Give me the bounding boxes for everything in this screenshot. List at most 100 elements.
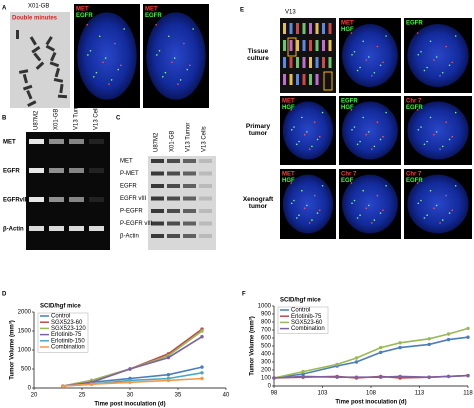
signal-dot [351, 202, 353, 205]
row-label: EGFRvIII [3, 198, 28, 204]
chromosome [22, 73, 29, 84]
data-point [427, 342, 431, 347]
data-point [200, 371, 204, 375]
row-label: P-EGFR [120, 209, 143, 215]
signal-dot [433, 59, 435, 61]
data-point [466, 326, 470, 331]
x-tick-label: 113 [415, 391, 425, 397]
chromosome [289, 23, 293, 34]
data-point [398, 341, 402, 345]
y-tick-label: 900 [261, 312, 272, 318]
chromosome [59, 83, 64, 94]
image-label: EGF [341, 178, 354, 184]
highlight-box [287, 37, 297, 57]
legend-label: Control [291, 308, 310, 314]
signal-dot [86, 24, 88, 26]
signal-dot [104, 57, 107, 59]
signal-dot [296, 143, 298, 146]
signal-dot [356, 143, 359, 146]
chromosome [18, 69, 29, 74]
blot-band [199, 184, 212, 188]
row-label: MET [3, 140, 16, 146]
chromosome [289, 74, 293, 85]
signal-dot [448, 64, 451, 67]
signal-dot [189, 64, 191, 67]
gel-band [69, 168, 84, 173]
signal-dot [441, 145, 444, 148]
legend-label: SGX523-60 [291, 320, 323, 326]
y-tick-label: 0 [28, 386, 32, 392]
signal-dot [371, 148, 373, 150]
signal-dot [120, 64, 122, 67]
x-tick-label: 108 [366, 391, 377, 397]
annotation: Double minutes [12, 16, 58, 22]
blot-band [167, 221, 180, 226]
gel-band [89, 168, 104, 173]
data-point [128, 367, 132, 371]
image-label: HGF [341, 27, 354, 33]
signal-dot [351, 53, 353, 56]
signal-dot [445, 45, 447, 48]
signal-dot [306, 131, 308, 133]
signal-dot [353, 50, 356, 53]
data-point [446, 332, 451, 336]
blot-band [183, 159, 196, 163]
image-label: EGFR [76, 13, 93, 19]
y-tick-label: 500 [261, 344, 272, 350]
chromosome [45, 44, 56, 52]
chromosome [53, 77, 64, 83]
chromosome [54, 67, 61, 78]
gel [26, 132, 110, 250]
chromosome [309, 23, 312, 34]
chromosome [283, 57, 286, 68]
nucleus [407, 24, 469, 87]
signal-dot [321, 111, 324, 114]
legend-label: Control [51, 314, 70, 320]
chromosome [33, 52, 42, 62]
nucleus [342, 101, 398, 160]
blot-band [151, 209, 164, 213]
signal-dot [382, 61, 384, 64]
row-label: EGFR [120, 184, 137, 190]
row-label: MET [120, 159, 133, 165]
y-tick-label: 700 [261, 328, 272, 334]
signal-dot [179, 79, 182, 81]
blot-band [183, 209, 196, 213]
signal-dot [311, 219, 313, 221]
image-label: MET [341, 21, 354, 27]
signal-dot [373, 145, 376, 148]
nucleus [407, 101, 469, 160]
chromosome [35, 61, 45, 70]
signal-dot [365, 59, 368, 61]
signal-dot [87, 54, 89, 56]
chromosome [328, 23, 332, 34]
nucleus [407, 174, 469, 234]
chromosome [309, 40, 312, 51]
data-point [446, 337, 451, 342]
data-point [272, 376, 276, 380]
blot-band [199, 221, 212, 226]
nucleus [342, 174, 398, 234]
signal-dot [318, 209, 321, 212]
signal-dot [417, 53, 420, 56]
image-label: MET [282, 99, 295, 105]
signal-dot [416, 109, 419, 111]
gel-band [69, 139, 84, 144]
data-point [427, 337, 431, 341]
signal-dot [162, 76, 164, 78]
chromosome [309, 57, 312, 68]
x-tick-label: 20 [31, 393, 38, 399]
signal-dot [356, 217, 359, 219]
blot-band [199, 159, 212, 163]
y-tick-label: 2000 [18, 310, 32, 316]
blot-band [167, 234, 180, 238]
image-label: HGF [341, 105, 354, 111]
signal-dot [385, 111, 387, 114]
x-tick-label: 35 [175, 393, 182, 399]
blot-band [183, 234, 196, 238]
panel-letter: A [2, 6, 7, 12]
chromosome [315, 23, 319, 34]
signal-dot [382, 135, 384, 138]
legend-label: Erlotinib-75 [291, 314, 322, 320]
